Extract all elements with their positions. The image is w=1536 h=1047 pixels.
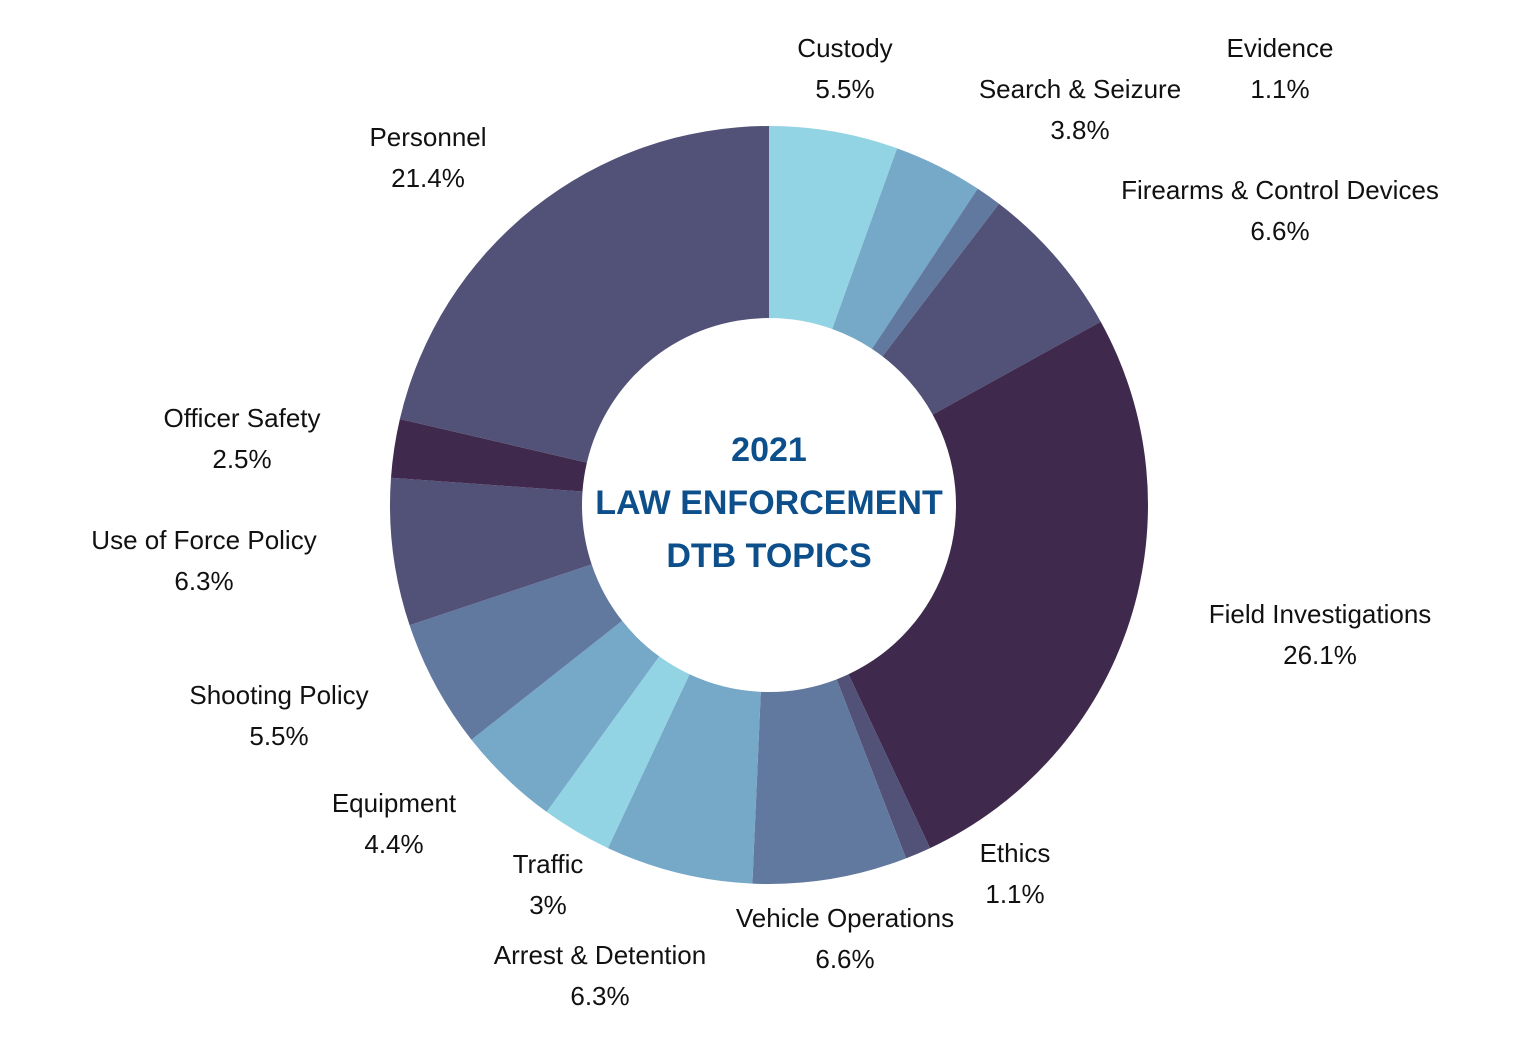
segment-label: Arrest & Detention <box>494 940 706 970</box>
segment-label: Equipment <box>332 788 457 818</box>
segment-label: Officer Safety <box>163 403 320 433</box>
donut-segment <box>390 419 587 492</box>
value-label: 26.1% <box>1283 640 1357 670</box>
donut-segment <box>409 564 623 740</box>
donut-segment <box>471 620 660 812</box>
donut-segment <box>832 148 978 349</box>
value-label: 1.1% <box>1250 74 1309 104</box>
chart-title: DTB TOPICS <box>666 537 871 575</box>
chart-title: LAW ENFORCEMENT <box>595 484 943 522</box>
chart-title: 2021 <box>731 431 807 469</box>
value-label: 6.3% <box>174 566 233 596</box>
value-label: 5.5% <box>249 721 308 751</box>
segment-label: Custody <box>797 33 892 63</box>
segment-label: Firearms & Control Devices <box>1121 175 1439 205</box>
value-label: 2.5% <box>212 444 271 474</box>
value-label: 4.4% <box>364 829 423 859</box>
value-label: 1.1% <box>985 879 1044 909</box>
value-label: 6.3% <box>570 981 629 1011</box>
segment-label: Personnel <box>369 122 486 152</box>
value-label: 6.6% <box>1250 216 1309 246</box>
segment-label: Ethics <box>980 838 1051 868</box>
value-label: 5.5% <box>815 74 874 104</box>
donut-segment <box>607 674 761 884</box>
donut-segment <box>848 321 1148 849</box>
donut-segment <box>769 126 898 330</box>
donut-segment <box>752 679 907 884</box>
value-label: 3.8% <box>1050 115 1109 145</box>
donut-segment <box>546 656 690 849</box>
donut-segment <box>390 477 592 626</box>
value-label: 21.4% <box>391 163 465 193</box>
value-label: 6.6% <box>815 944 874 974</box>
donut-segment <box>882 203 1101 415</box>
segment-label: Shooting Policy <box>189 680 368 710</box>
donut-segment <box>836 674 931 859</box>
segment-label: Field Investigations <box>1209 599 1432 629</box>
segment-label: Vehicle Operations <box>736 903 954 933</box>
donut-segment <box>871 188 1000 357</box>
segment-label: Evidence <box>1227 33 1334 63</box>
segment-label: Use of Force Policy <box>91 525 316 555</box>
segment-label: Search & Seizure <box>979 74 1181 104</box>
donut-segment <box>399 126 769 463</box>
segment-label: Traffic <box>513 849 584 879</box>
value-label: 3% <box>529 890 567 920</box>
